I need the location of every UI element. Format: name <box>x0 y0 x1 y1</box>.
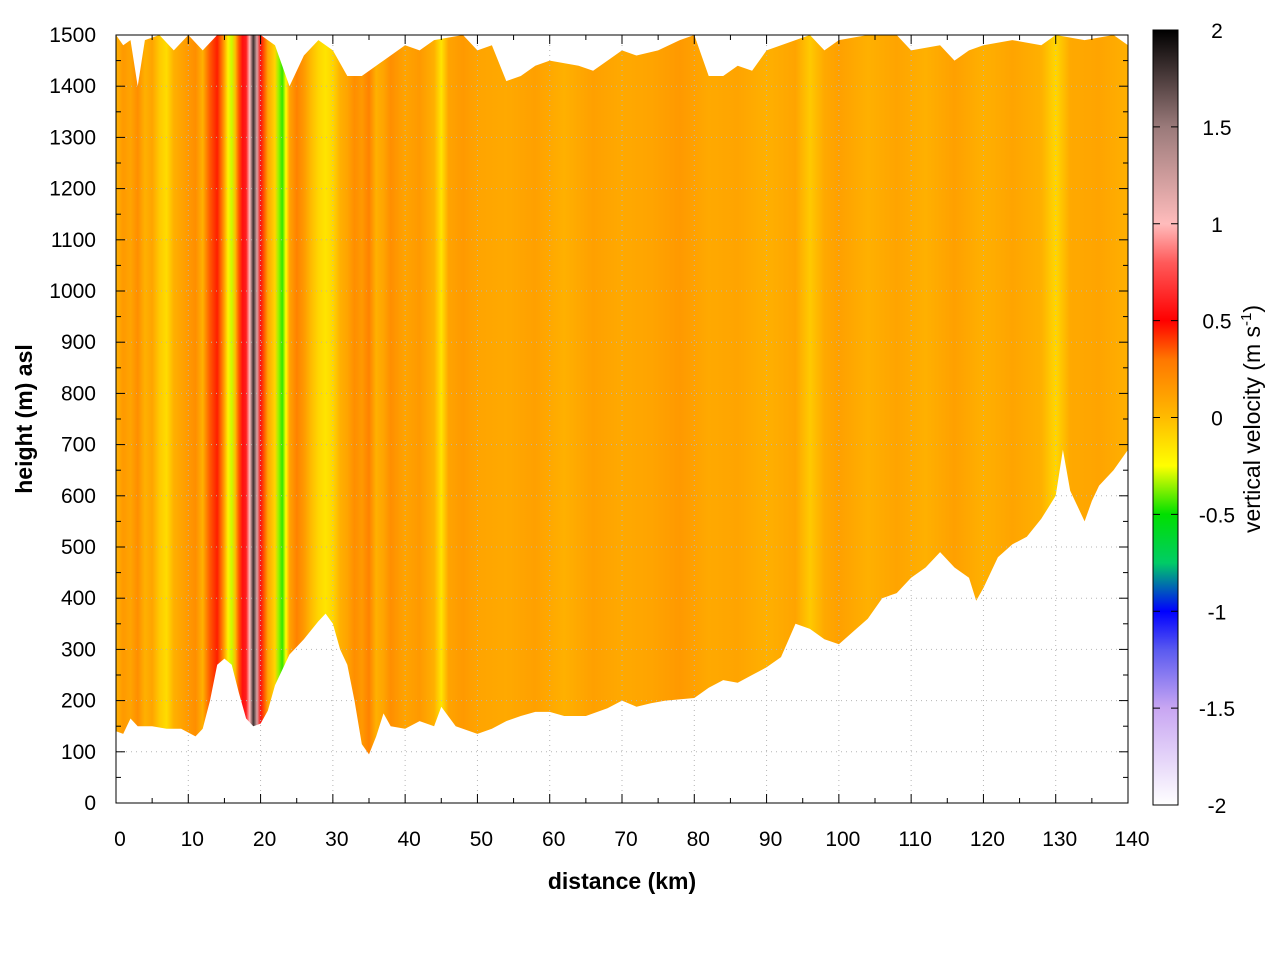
colorbar-tick-label: 1 <box>1211 214 1223 237</box>
grid <box>116 35 1128 803</box>
colorbar-tick-label: -1.5 <box>1199 698 1235 721</box>
y-tick-label: 1100 <box>51 229 96 252</box>
x-tick-label: 120 <box>970 828 1005 851</box>
y-axis-title: height (m) asl <box>11 344 37 494</box>
y-tick-label: 500 <box>61 536 96 559</box>
x-tick-label: 70 <box>614 828 637 851</box>
x-tick-label: 130 <box>1042 828 1077 851</box>
y-tick-label: 900 <box>61 331 96 354</box>
y-axis: 0 100 200 300 400 500 600 700 800 900 1000 1100 1200… <box>49 24 1128 815</box>
x-tick-label: 90 <box>759 828 782 851</box>
x-tick-label: 30 <box>325 828 348 851</box>
y-tick-label: 300 <box>61 638 96 661</box>
y-tick-label: 0 <box>84 792 96 815</box>
colorbar-tick-label: -1 <box>1208 601 1227 624</box>
colorbar-tick-label: 1.5 <box>1202 117 1231 140</box>
colorbar-tick-label: -2 <box>1208 795 1227 818</box>
y-tick-label: 1300 <box>49 126 96 149</box>
x-tick-label: 50 <box>470 828 493 851</box>
colorbar-tick-label: 0.5 <box>1202 311 1231 334</box>
y-tick-label: 1000 <box>49 280 96 303</box>
x-tick-label: 100 <box>825 828 860 851</box>
y-tick-label: 1200 <box>49 178 96 201</box>
x-tick-label: 40 <box>397 828 420 851</box>
colorbar-tick-label: -0.5 <box>1199 504 1235 527</box>
colorbar-tick-label: 0 <box>1211 408 1223 431</box>
y-tick-label: 1400 <box>49 75 96 98</box>
colorbar-title: vertical velocity (m s-1) <box>1238 305 1265 533</box>
y-tick-label: 100 <box>61 741 96 764</box>
x-axis: 0 10 20 30 40 50 60 70 80 90 100 110 120 130 140 <box>114 35 1150 851</box>
x-tick-label: 60 <box>542 828 565 851</box>
x-tick-label: 10 <box>181 828 204 851</box>
x-tick-label: 110 <box>898 828 931 851</box>
colorbar-axis: 2 1.5 1 0.5 0 -0.5 -1 -1.5 -2 <box>1153 20 1235 818</box>
y-tick-label: 1500 <box>49 24 96 47</box>
x-tick-label: 20 <box>253 828 276 851</box>
x-axis-title: distance (km) <box>548 868 696 894</box>
velocity-field-area <box>116 35 1128 755</box>
velocity-field <box>116 35 1128 755</box>
colorbar-tick-label: 2 <box>1211 20 1223 43</box>
y-tick-label: 600 <box>61 485 96 508</box>
y-tick-label: 700 <box>61 434 96 457</box>
y-tick-label: 400 <box>61 587 96 610</box>
x-tick-label: 140 <box>1114 828 1149 851</box>
x-tick-label: 80 <box>687 828 710 851</box>
y-tick-label: 200 <box>61 690 96 713</box>
x-tick-label: 0 <box>114 828 126 851</box>
y-tick-label: 800 <box>61 382 96 405</box>
